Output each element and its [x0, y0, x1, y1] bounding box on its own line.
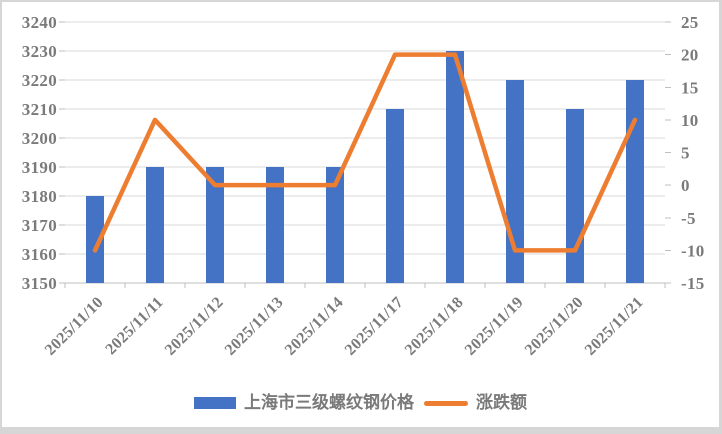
price-bar [86, 196, 104, 283]
x-axis-tick-label: 2025/11/14 [282, 294, 347, 359]
price-bar [326, 167, 344, 283]
y2-axis-tick-label: 20 [681, 46, 699, 65]
price-bar [206, 167, 224, 283]
chart-legend: 上海市三级螺纹钢价格 涨跌额 [2, 392, 719, 414]
x-axis-tick-label: 2025/11/13 [222, 294, 287, 359]
y-axis-tick-label: 3230 [22, 42, 57, 61]
x-axis-tick-label: 2025/11/20 [522, 294, 587, 359]
y2-axis-tick-label: 10 [681, 111, 699, 130]
y-axis-tick-label: 3220 [22, 71, 57, 90]
x-axis-tick-label: 2025/11/18 [402, 294, 467, 359]
legend-label-price: 上海市三级螺纹钢价格 [244, 393, 414, 412]
y2-axis-tick-label: 0 [681, 176, 690, 195]
y2-axis-tick-label: -10 [681, 241, 705, 260]
y-axis-tick-label: 3200 [22, 129, 57, 148]
y2-axis-tick-label: 15 [681, 78, 699, 97]
price-bar [626, 80, 644, 283]
y-axis-tick-label: 3240 [22, 13, 57, 32]
price-bar [446, 51, 464, 283]
y-axis-tick-label: 3160 [22, 245, 57, 264]
x-axis-tick-label: 2025/11/11 [102, 294, 166, 358]
y-axis-tick-label: 3150 [22, 274, 57, 293]
x-axis-tick-label: 2025/11/10 [42, 294, 107, 359]
bar-series-swatch [194, 397, 236, 409]
y2-axis-tick-label: 25 [681, 13, 699, 32]
x-axis-tick-label: 2025/11/12 [162, 294, 227, 359]
y-axis-tick-label: 3210 [22, 100, 57, 119]
y2-axis-tick-label: -5 [681, 209, 696, 228]
legend-label-change: 涨跌额 [476, 393, 527, 412]
price-bar [566, 109, 584, 283]
x-axis-tick-label: 2025/11/19 [462, 294, 527, 359]
x-axis-tick-label: 2025/11/21 [582, 294, 647, 359]
y-axis-tick-label: 3170 [22, 216, 57, 235]
y-axis-tick-label: 3180 [22, 187, 57, 206]
legend-item-price[interactable]: 上海市三级螺纹钢价格 [194, 392, 414, 414]
price-bar [146, 167, 164, 283]
legend-item-change[interactable]: 涨跌额 [424, 392, 527, 414]
price-bar [386, 109, 404, 283]
line-series-swatch [424, 400, 468, 406]
y2-axis-tick-label: -15 [681, 274, 705, 293]
combo-chart: 3240 3230 3220 3210 3200 3190 3180 3170 3160 3150… [22, 13, 705, 359]
change-line [92, 52, 638, 253]
x-axis-tick-label: 2025/11/17 [342, 294, 407, 359]
y2-axis-tick-label: 5 [681, 144, 690, 163]
y-axis-tick-label: 3190 [22, 158, 57, 177]
price-bar [266, 167, 284, 283]
